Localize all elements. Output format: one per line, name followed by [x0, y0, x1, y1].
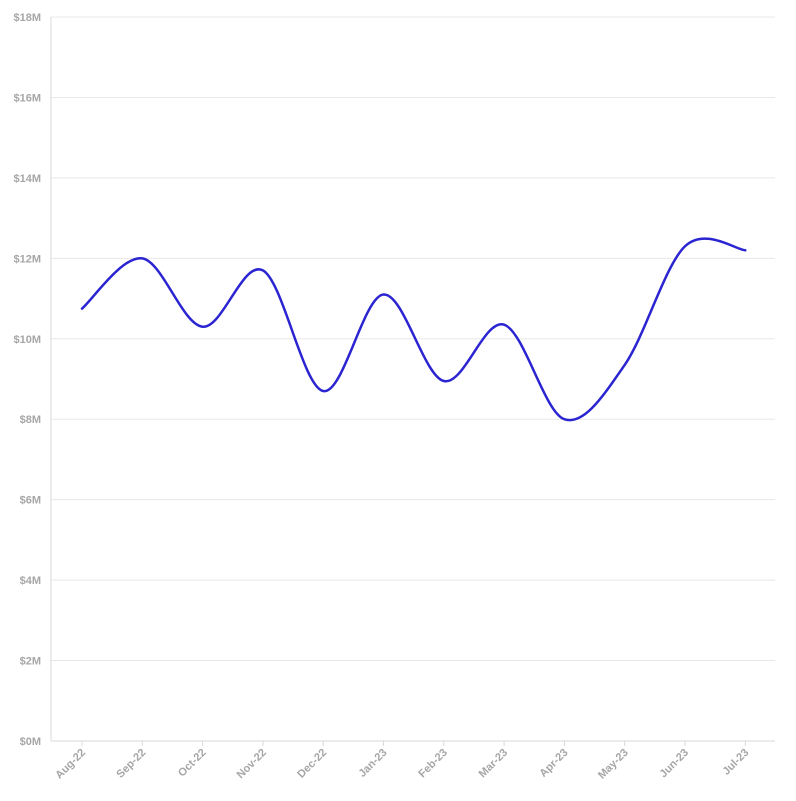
x-tick-label: Mar-23	[477, 747, 511, 781]
x-tick-label: Jan-23	[356, 747, 389, 780]
y-tick-label: $16M	[13, 92, 41, 104]
y-tick-label: $18M	[13, 12, 41, 24]
x-tick-label: Aug-22	[53, 747, 88, 782]
x-tick-label: Feb-23	[416, 747, 450, 781]
x-tick-label: Nov-22	[235, 747, 269, 781]
y-tick-label: $8M	[20, 414, 41, 426]
y-tick-label: $0M	[20, 736, 41, 748]
y-tick-label: $6M	[20, 495, 41, 507]
x-tick-label: Jul-23	[720, 747, 751, 778]
series-line-0	[80, 237, 747, 422]
series-layer	[80, 237, 747, 422]
x-tick-label: Apr-23	[537, 747, 570, 780]
y-tick-label: $2M	[20, 656, 41, 668]
y-axis-tick-labels: $0M $2M $4M $6M $8M $10M $12M $14M $16M $18M	[13, 12, 41, 748]
x-tick-label: May-23	[596, 747, 631, 782]
x-tick-label: Sep-22	[114, 747, 148, 781]
y-tick-label: $4M	[20, 575, 41, 587]
y-tick-label: $12M	[13, 253, 41, 265]
x-tick-label: Oct-22	[176, 747, 209, 780]
axes	[50, 17, 775, 746]
x-tick-label: Dec-22	[295, 747, 329, 781]
y-tick-label: $14M	[13, 173, 41, 185]
x-tick-label: Jun-23	[658, 747, 692, 781]
y-tick-label: $10M	[13, 334, 41, 346]
x-axis-tick-labels: Aug-22 Sep-22 Oct-22 Nov-22 Dec-22 Jan-23 Feb-…	[53, 747, 751, 782]
grid-lines	[51, 16, 775, 662]
